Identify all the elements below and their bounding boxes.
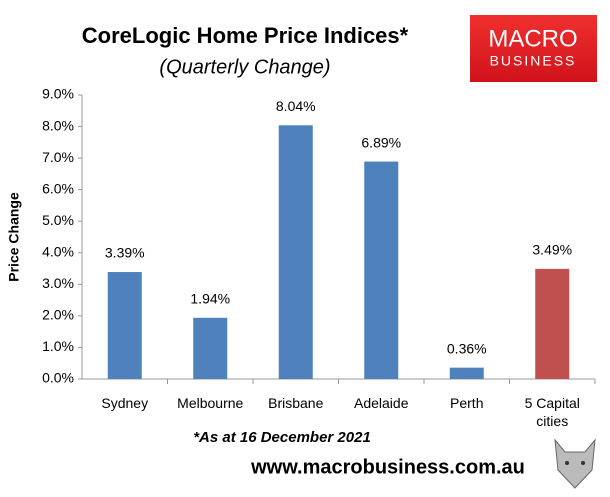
x-tick-label: Perth [450, 395, 484, 411]
website: www.macrobusiness.com.au [250, 456, 525, 478]
bar [107, 272, 142, 379]
data-label: 8.04% [276, 98, 316, 114]
x-tick-label: Brisbane [268, 395, 324, 411]
x-tick-label: Sydney [101, 395, 149, 411]
data-label: 6.89% [361, 134, 401, 150]
bar [449, 367, 484, 379]
chart-title: CoreLogic Home Price Indices* [82, 23, 409, 48]
y-tick-label: 3.0% [42, 275, 74, 291]
y-tick-label: 2.0% [42, 307, 74, 323]
y-tick-label: 4.0% [42, 243, 74, 259]
logo-text: BUSINESS [490, 53, 577, 69]
bar [278, 125, 313, 379]
data-label: 3.49% [532, 242, 572, 258]
logo-text: MACRO [488, 25, 577, 52]
y-tick-label: 6.0% [42, 180, 74, 196]
data-label: 1.94% [190, 290, 230, 306]
bar [535, 268, 570, 379]
logo-box [470, 15, 597, 82]
bar [193, 317, 228, 379]
x-tick-label: Melbourne [177, 395, 244, 411]
fox-icon [554, 438, 596, 489]
y-tick-label: 1.0% [42, 338, 74, 354]
data-label: 3.39% [105, 245, 145, 261]
chart-subtitle: (Quarterly Change) [159, 56, 330, 78]
note: *As at 16 December 2021 [193, 429, 371, 446]
y-tick-label: 0.0% [42, 370, 74, 386]
x-tick-label: 5 Capital cities [524, 395, 580, 429]
x-tick-label: Adelaide [354, 395, 409, 411]
y-tick-label: 8.0% [42, 117, 74, 133]
data-label: 0.36% [447, 340, 487, 356]
y-axis-label: Price Change [6, 192, 22, 282]
bar [364, 161, 399, 379]
y-tick-label: 5.0% [42, 212, 74, 228]
y-tick-label: 7.0% [42, 149, 74, 165]
y-tick-label: 9.0% [42, 86, 74, 102]
